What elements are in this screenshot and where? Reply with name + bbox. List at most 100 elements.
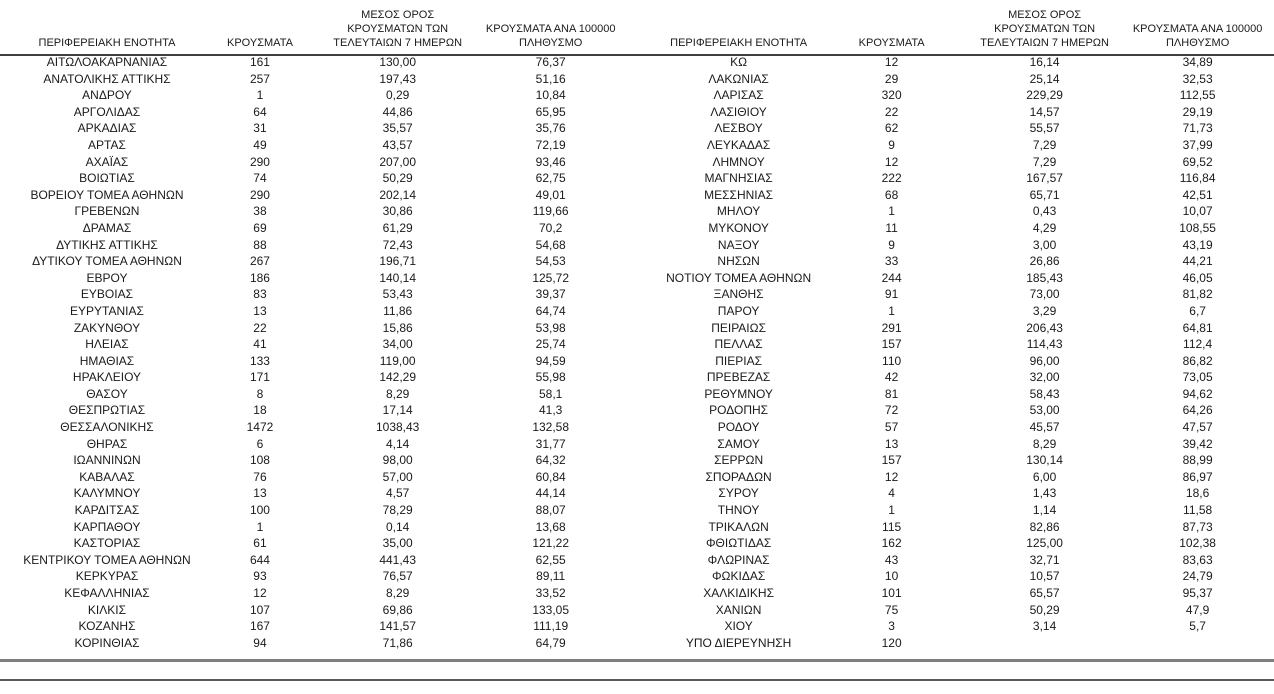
- avg-7day-cell: 43,57: [382, 137, 413, 152]
- avg-7day-cell: 3,14: [1032, 619, 1057, 634]
- cases-cell: 57: [884, 420, 899, 435]
- avg-7day-cell: 61,29: [382, 220, 413, 235]
- cases-cell: 18: [253, 403, 267, 418]
- avg-7day-cell: 50,29: [1029, 602, 1060, 617]
- avg-7day-cell: 130,00: [379, 55, 417, 69]
- avg-7day-cell: 58,43: [1029, 386, 1060, 401]
- cases-cell: 157: [881, 337, 902, 352]
- region-cell: ΠΡΕΒΕΖΑΣ: [706, 370, 771, 385]
- avg-7day-cell: 4,29: [1032, 220, 1057, 235]
- per-100k-cell: 83,63: [1182, 552, 1213, 567]
- region-cell: ΚΑΛΥΜΝΟΥ: [73, 486, 141, 501]
- cases-cell: 1: [888, 503, 895, 518]
- avg-7day-cell: 114,43: [1026, 337, 1063, 352]
- table-row: ΚΕΡΚΥΡΑΣ 93 76,57 89,11: [6, 568, 618, 585]
- avg-7day-cell: 197,43: [379, 71, 417, 86]
- region-cell: ΣΕΡΡΩΝ: [714, 453, 764, 468]
- table-row: ΤΡΙΚΑΛΩΝ 115 82,86 87,73: [656, 519, 1268, 536]
- avg-7day-cell: 185,43: [1026, 270, 1063, 285]
- table-row: ΕΥΒΟΙΑΣ 83 53,43 39,37: [6, 286, 618, 303]
- table-row: ΔΥΤΙΚΟΥ ΤΟΜΕΑ ΑΘΗΝΩΝ 267 196,71 54,53: [6, 253, 618, 270]
- table-row: ΜΗΛΟΥ 1 0,43 10,07: [656, 203, 1268, 220]
- avg-7day-cell: 50,29: [382, 171, 413, 186]
- cases-cell: 76: [253, 469, 267, 484]
- region-cell: ΘΕΣΣΑΛΟΝΙΚΗΣ: [60, 420, 154, 435]
- cases-cell: 3: [888, 619, 895, 634]
- table-row: ΛΗΜΝΟΥ 12 7,29 69,52: [656, 154, 1268, 171]
- region-cell: ΕΥΡΥΤΑΝΙΑΣ: [70, 303, 144, 318]
- per-100k-cell: 60,84: [535, 469, 566, 484]
- table-row: ΑΡΤΑΣ 49 43,57 72,19: [6, 137, 618, 154]
- per-100k-cell: 89,11: [536, 569, 566, 584]
- cases-cell: 83: [253, 287, 267, 302]
- cases-cell: 186: [249, 270, 270, 285]
- table-body-left: ΑΙΤΩΛΟΑΚΑΡΝΑΝΙΑΣ 161 130,00 76,37 ΑΝΑΤΟΛΙΚΗΣ…: [6, 54, 618, 651]
- cases-column-header: ΚΡΟΥΣΜΑΤΑ: [227, 37, 293, 49]
- per-100k-cell: 133,05: [532, 602, 570, 617]
- cases-cell: 6: [256, 436, 264, 451]
- cases-cell: 75: [884, 602, 899, 617]
- per-100k-cell: 94,62: [1182, 386, 1213, 401]
- cases-cell: 81: [884, 386, 899, 401]
- avg-7day-cell: 0,43: [1032, 204, 1057, 219]
- bottom-divider-thick: [0, 659, 1274, 662]
- per-100k-column-header: ΚΡΟΥΣΜΑΤΑ ΑΝΑ 100000 ΠΛΗΘΥΣΜΟ: [485, 23, 616, 49]
- per-100k-cell: 18,6: [1185, 486, 1210, 501]
- region-cell: ΑΙΤΩΛΟΑΚΑΡΝΑΝΙΑΣ: [46, 55, 168, 69]
- per-100k-cell: 71,73: [1182, 121, 1213, 136]
- per-100k-cell: 41,3: [538, 403, 563, 418]
- region-cell: ΞΑΝΘΗΣ: [713, 287, 764, 302]
- region-cell: ΤΗΝΟΥ: [717, 503, 760, 518]
- per-100k-cell: 58,1: [538, 386, 563, 401]
- avg-7day-cell: 45,57: [1029, 420, 1060, 435]
- cases-cell: 120: [881, 635, 902, 650]
- cases-cell: 161: [249, 55, 270, 69]
- cases-cell: 8: [256, 386, 264, 401]
- per-100k-cell: 24,79: [1182, 569, 1213, 584]
- avg-7day-cell: 125,00: [1026, 536, 1063, 551]
- region-cell: ΚΟΡΙΝΘΙΑΣ: [74, 635, 140, 650]
- region-cell: ΔΥΤΙΚΗΣ ΑΤΤΙΚΗΣ: [56, 237, 158, 252]
- avg-7day-cell: 30,86: [382, 204, 413, 219]
- region-cell: ΜΑΓΝΗΣΙΑΣ: [704, 171, 773, 186]
- cases-cell: 1: [888, 303, 895, 318]
- table-row: ΚΕΦΑΛΛΗΝΙΑΣ 12 8,29 33,52: [6, 585, 618, 602]
- table-row: ΛΑΣΙΘΙΟΥ 22 14,57 29,19: [656, 104, 1268, 121]
- per-100k-cell: 76,37: [535, 55, 566, 69]
- per-100k-cell: 42,51: [1182, 187, 1213, 202]
- table-row: ΛΑΚΩΝΙΑΣ 29 25,14 32,53: [656, 71, 1268, 88]
- region-cell: ΚΑΣΤΟΡΙΑΣ: [73, 536, 141, 551]
- cases-cell: 1: [256, 519, 264, 534]
- table-row: ΘΑΣΟΥ 8 8,29 58,1: [6, 386, 618, 403]
- avg-7day-cell: 6,00: [1032, 469, 1057, 484]
- avg-7day-cell: 98,00: [382, 453, 413, 468]
- avg-7day-column-header: ΜΕΣΟΣ ΟΡΟΣ ΚΡΟΥΣΜΑΤΩΝ ΤΩΝ ΤΕΛΕΥΤΑΙΩΝ 7 Η…: [333, 9, 463, 49]
- table-row: ΥΠΟ ΔΙΕΡΕΥΝΗΣΗ 120: [656, 635, 1268, 652]
- avg-7day-cell: 441,43: [379, 552, 417, 567]
- table-row: ΚΙΛΚΙΣ 107 69,86 133,05: [6, 602, 618, 619]
- region-cell: ΠΑΡΟΥ: [717, 303, 760, 318]
- cases-cell: 13: [884, 436, 899, 451]
- per-100k-cell: 44,14: [535, 486, 566, 501]
- header-divider: [0, 54, 1274, 56]
- region-column-header: ΠΕΡΙΦΕΡΕΙΑΚΗ ΕΝΟΤΗΤΑ: [38, 37, 176, 49]
- avg-7day-cell: 96,00: [1029, 353, 1060, 368]
- region-cell: ΛΕΣΒΟΥ: [714, 121, 763, 136]
- region-cell: ΚΑΒΑΛΑΣ: [79, 469, 135, 484]
- cases-cell: 167: [249, 619, 270, 634]
- per-100k-cell: 25,74: [535, 337, 566, 352]
- cases-cell: 257: [249, 71, 270, 86]
- per-100k-cell: 39,37: [535, 287, 566, 302]
- cases-cell: 162: [881, 536, 902, 551]
- cases-cell: 108: [249, 453, 270, 468]
- cases-table-right: ΠΕΡΙΦΕΡΕΙΑΚΗ ΕΝΟΤΗΤΑ ΚΡΟΥΣΜΑΤΑ ΜΕΣΟΣ ΟΡΟ…: [656, 0, 1268, 651]
- cases-cell: 74: [253, 171, 267, 186]
- table-row: ΚΟΡΙΝΘΙΑΣ 94 71,86 64,79: [6, 635, 618, 652]
- table-row: ΧΑΛΚΙΔΙΚΗΣ 101 65,57 95,37: [656, 585, 1268, 602]
- per-100k-cell: 11,58: [1183, 503, 1213, 518]
- table-row: ΚΑΛΥΜΝΟΥ 13 4,57 44,14: [6, 485, 618, 502]
- cases-cell: 267: [249, 254, 270, 269]
- avg-7day-cell: 202,14: [379, 187, 417, 202]
- per-100k-cell: 33,52: [535, 586, 566, 600]
- per-100k-cell: 64,26: [1182, 403, 1213, 418]
